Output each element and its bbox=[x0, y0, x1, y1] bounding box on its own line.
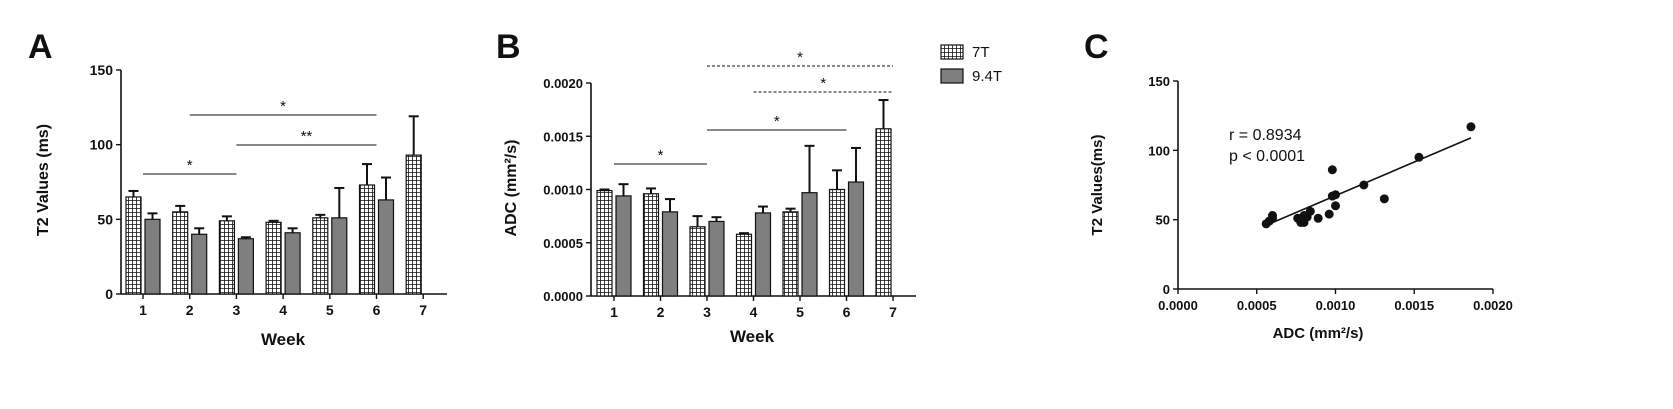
panel-c-x-tick-label: 0.0020 bbox=[1473, 298, 1513, 313]
panel-b-bar-7t-week-6 bbox=[828, 188, 846, 297]
panel-b-bar-7t-week-4 bbox=[735, 233, 753, 297]
panel-a-x-tick-label: 5 bbox=[326, 302, 334, 318]
panel-b-significance-label: * bbox=[797, 49, 803, 66]
panel-a-x-tick-label: 3 bbox=[233, 302, 241, 318]
panel-b-x-tick-label: 4 bbox=[750, 304, 758, 320]
panel-c-fit-line bbox=[1265, 137, 1472, 226]
panel-b-x-tick-label: 7 bbox=[889, 304, 897, 320]
panel-b-bar-9-4t-week-6 bbox=[847, 181, 865, 297]
panel-c-x-axis-label: ADC (mm²/s) bbox=[1273, 325, 1364, 342]
panel-a-y-axis-label: T2 Values (ms) bbox=[35, 124, 52, 236]
panel-a-bar-7t-week-5 bbox=[312, 217, 329, 295]
panel-c-y-tick-label: 50 bbox=[1156, 213, 1170, 228]
panel-a-significance-label: ** bbox=[301, 128, 313, 145]
panel-b-bar-9-4t-week-4 bbox=[754, 212, 772, 297]
panel-b-y-tick-label: 0.0000 bbox=[543, 289, 583, 304]
legend-swatch-9-4t bbox=[940, 68, 964, 84]
panel-label-a: A bbox=[28, 28, 53, 66]
panel-b-x-tick-label: 2 bbox=[657, 304, 665, 320]
panel-a-bar-7t-week-3 bbox=[218, 220, 235, 295]
panel-b-x-tick-label: 3 bbox=[703, 304, 711, 320]
panel-c-y-tick-label: 100 bbox=[1148, 143, 1170, 158]
legend-swatch-7t bbox=[940, 44, 964, 60]
panel-a-x-tick-label: 1 bbox=[139, 302, 147, 318]
panel-label-c: C bbox=[1084, 28, 1109, 66]
panel-c-annotation-p: p < 0.0001 bbox=[1229, 148, 1305, 165]
panel-a-y-tick-label: 0 bbox=[105, 286, 113, 302]
panel-b-bar-9-4t-week-5 bbox=[801, 192, 818, 297]
panel-c-data-point bbox=[1359, 180, 1369, 190]
panel-b-y-axis-label: ADC (mm²/s) bbox=[503, 140, 520, 237]
panel-b-x-tick-label: 5 bbox=[796, 304, 804, 320]
panel-a-bar-9-4t-week-5 bbox=[331, 217, 348, 295]
panel-c-data-point bbox=[1331, 201, 1340, 211]
panel-c-chart: T2 Values(ms) ADC (mm²/s) r = 0.8934 p <… bbox=[1089, 74, 1513, 342]
panel-a-y-tick-label: 50 bbox=[97, 211, 113, 227]
panel-a-bar-7t-week-2 bbox=[172, 211, 189, 295]
panel-c-y-tick-label: 150 bbox=[1148, 74, 1170, 89]
panel-c-annotation-r: r = 0.8934 bbox=[1229, 127, 1302, 144]
panel-c-data-point bbox=[1466, 122, 1476, 132]
panel-b-y-tick-label: 0.0005 bbox=[543, 236, 583, 251]
panel-c-data-point bbox=[1313, 213, 1323, 223]
panel-a-significance-label: * bbox=[187, 157, 193, 174]
panel-c-x-tick-label: 0.0015 bbox=[1394, 298, 1434, 313]
panel-a-bar-9-4t-week-3 bbox=[237, 238, 254, 295]
panel-c-x-tick-label: 0.0000 bbox=[1158, 298, 1198, 313]
panel-a-bar-9-4t-week-1 bbox=[144, 218, 161, 295]
legend-label-9-4t: 9.4T bbox=[972, 68, 1002, 85]
panel-b-bar-7t-week-1 bbox=[596, 189, 613, 297]
panel-c-data-point bbox=[1268, 211, 1277, 221]
panel-c-data-point bbox=[1414, 152, 1424, 162]
panel-c-data-point bbox=[1305, 206, 1315, 216]
panel-a-significance-label: * bbox=[280, 98, 286, 115]
panel-b-y-tick-label: 0.0015 bbox=[543, 129, 583, 144]
legend: 7T 9.4T bbox=[940, 44, 1002, 85]
panel-b-y-tick-label: 0.0010 bbox=[543, 183, 583, 198]
panel-b-bar-7t-week-5 bbox=[782, 211, 799, 297]
panel-b-x-axis-label: Week bbox=[730, 327, 775, 346]
panel-b-bar-9-4t-week-3 bbox=[708, 220, 725, 297]
panel-a-x-tick-label: 4 bbox=[279, 302, 287, 318]
panel-c-x-tick-label: 0.0005 bbox=[1237, 298, 1277, 313]
panel-c-data-point bbox=[1327, 165, 1337, 175]
panel-c-data-point bbox=[1331, 190, 1340, 200]
panel-a-bar-9-4t-week-4 bbox=[284, 232, 301, 295]
panel-c-data-point bbox=[1379, 194, 1389, 204]
panel-a-y-tick-label: 100 bbox=[90, 137, 114, 153]
panel-a-x-axis-label: Week bbox=[261, 330, 306, 349]
panel-a-bar-7t-week-7 bbox=[405, 154, 422, 295]
panel-b-bar-7t-week-2 bbox=[642, 193, 660, 297]
panel-c-y-tick-label: 0 bbox=[1163, 282, 1170, 297]
panel-a-bar-9-4t-week-6 bbox=[377, 199, 395, 295]
panel-b-x-tick-label: 6 bbox=[843, 304, 851, 320]
panel-b-chart: ADC (mm²/s) Week 0.0000 0.0005 0.0010 0.001… bbox=[503, 49, 916, 346]
panel-label-b: B bbox=[496, 28, 521, 66]
panel-c-y-axis-label: T2 Values(ms) bbox=[1089, 135, 1106, 236]
panel-c-data-point bbox=[1324, 209, 1334, 219]
panel-b-significance-label: * bbox=[658, 147, 664, 164]
panel-a-bar-7t-week-4 bbox=[265, 221, 282, 295]
panel-a-bar-7t-week-6 bbox=[358, 184, 376, 295]
panel-b-significance-label: * bbox=[820, 75, 826, 92]
panel-a-bar-7t-week-1 bbox=[125, 196, 142, 295]
panel-a-x-tick-label: 6 bbox=[373, 302, 381, 318]
panel-b-y-tick-label: 0.0020 bbox=[543, 76, 583, 91]
panel-a-bar-9-4t-week-2 bbox=[191, 233, 208, 295]
panel-b-bar-9-4t-week-2 bbox=[661, 211, 679, 297]
panel-c-x-tick-label: 0.0010 bbox=[1316, 298, 1356, 313]
panel-b-significance-label: * bbox=[774, 113, 780, 130]
panel-b-bar-7t-week-3 bbox=[689, 226, 706, 297]
panel-b-bar-7t-week-7 bbox=[875, 128, 892, 297]
panel-b-x-tick-label: 1 bbox=[610, 304, 618, 320]
panel-a-y-tick-label: 150 bbox=[90, 62, 114, 78]
panel-a-x-tick-label: 7 bbox=[419, 302, 427, 318]
panel-a-x-tick-label: 2 bbox=[186, 302, 194, 318]
panel-b-bar-9-4t-week-1 bbox=[615, 195, 632, 297]
legend-label-7t: 7T bbox=[972, 44, 990, 61]
